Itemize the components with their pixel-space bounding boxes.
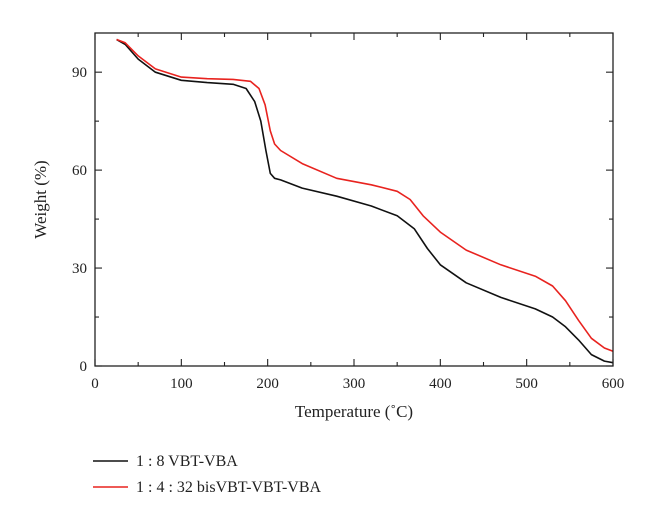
legend: 1 : 8 VBT-VBA 1 : 4 : 32 bisVBT-VBT-VBA bbox=[93, 453, 322, 496]
plot-frame bbox=[94, 32, 614, 367]
x-axis-title: Temperature (˚C) bbox=[295, 402, 413, 421]
x-tick-labels: 0 100 200 300 400 500 600 bbox=[91, 376, 624, 392]
series-line-1 bbox=[116, 38, 614, 353]
series-line-0 bbox=[116, 38, 614, 364]
y-tick-label: 30 bbox=[72, 261, 87, 277]
x-tick-label: 600 bbox=[602, 376, 625, 392]
series-layer bbox=[116, 38, 614, 364]
x-tick-label: 500 bbox=[515, 376, 538, 392]
y-tick-label: 90 bbox=[72, 65, 87, 81]
y-axis-title: Weight (%) bbox=[31, 160, 50, 238]
axis-ticks bbox=[94, 33, 614, 367]
x-tick-label: 200 bbox=[256, 376, 279, 392]
y-tick-label: 60 bbox=[72, 163, 87, 179]
x-tick-label: 400 bbox=[429, 376, 452, 392]
y-tick-label: 0 bbox=[80, 359, 88, 375]
x-tick-label: 0 bbox=[91, 376, 99, 392]
y-tick-labels: 0 30 60 90 bbox=[72, 65, 87, 375]
x-tick-label: 100 bbox=[170, 376, 193, 392]
legend-label-1-4-32-bisvbt: 1 : 4 : 32 bisVBT-VBT-VBA bbox=[136, 479, 322, 496]
x-tick-label: 300 bbox=[343, 376, 366, 392]
legend-label-1-8-vbt-vba: 1 : 8 VBT-VBA bbox=[136, 453, 238, 470]
